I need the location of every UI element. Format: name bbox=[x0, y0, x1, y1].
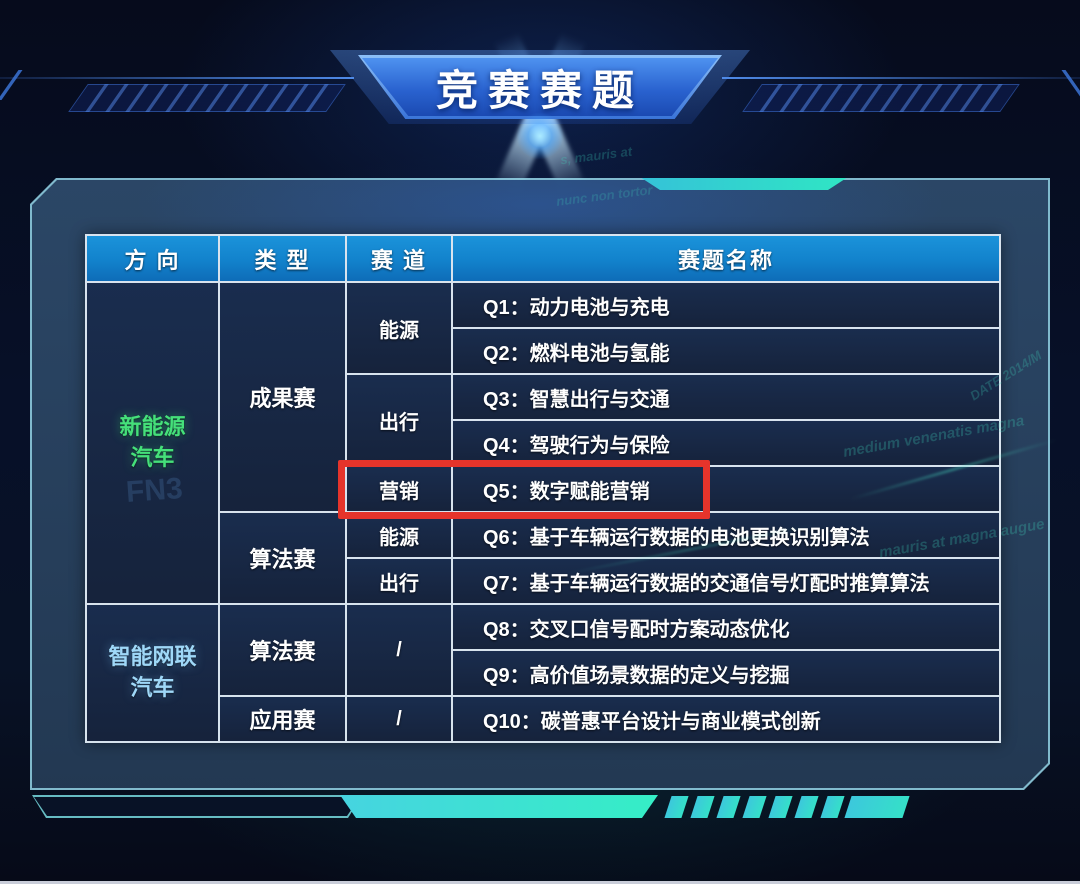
header-line-right bbox=[722, 77, 1080, 79]
topic-cell-q4: Q4：驾驶行为与保险 bbox=[453, 421, 999, 465]
bottom-bar-hash bbox=[716, 796, 741, 818]
bottom-bar-teal bbox=[340, 795, 658, 818]
track-cell-travel-2: 出行 bbox=[347, 559, 451, 603]
track-cell-travel-1: 出行 bbox=[347, 375, 451, 465]
bottom-bar-hash bbox=[794, 796, 819, 818]
topic-cell-q9: Q9：高价值场景数据的定义与挖掘 bbox=[453, 651, 999, 695]
track-cell-slash-1: / bbox=[347, 605, 451, 695]
header-hash-band-left bbox=[68, 84, 346, 112]
bottom-bar-hash bbox=[664, 796, 689, 818]
direction-cell-nev: 新能源 汽车 bbox=[87, 283, 218, 603]
topic-cell-q5: Q5：数字赋能营销 bbox=[453, 467, 999, 511]
type-cell-achievement: 成果赛 bbox=[220, 283, 345, 511]
track-cell-marketing: 营销 bbox=[347, 467, 451, 511]
bottom-edge-line bbox=[0, 881, 1080, 884]
track-cell-energy-1: 能源 bbox=[347, 283, 451, 373]
bottom-bar-end-piece bbox=[844, 796, 910, 818]
header-hash-band-right bbox=[742, 84, 1020, 112]
topic-cell-q10: Q10：碳普惠平台设计与商业模式创新 bbox=[453, 697, 999, 741]
bottom-bar-hash bbox=[690, 796, 715, 818]
page-title: 竞赛赛题 bbox=[435, 66, 644, 114]
type-cell-algorithm-2: 算法赛 bbox=[220, 605, 345, 695]
topic-cell-q7: Q7：基于车辆运行数据的交通信号灯配时推算算法 bbox=[453, 559, 999, 603]
column-header-type: 类 型 bbox=[220, 236, 345, 281]
column-header-direction: 方 向 bbox=[87, 236, 218, 281]
competition-topics-table: 方 向 类 型 赛 道 赛题名称 新能源 汽车 智能网联 汽车 成果赛 算法赛 … bbox=[85, 234, 1001, 743]
topic-cell-q6: Q6：基于车辆运行数据的电池更换识别算法 bbox=[453, 513, 999, 557]
bottom-bar-hash bbox=[742, 796, 767, 818]
bottom-bar-outline bbox=[32, 795, 362, 818]
panel-top-accent bbox=[640, 177, 848, 190]
topic-cell-q3: Q3：智慧出行与交通 bbox=[453, 375, 999, 419]
edge-chevron-left bbox=[0, 70, 57, 100]
title-banner bbox=[362, 58, 718, 116]
glow-star-core bbox=[516, 112, 564, 160]
type-cell-algorithm-1: 算法赛 bbox=[220, 513, 345, 603]
header-line-left bbox=[0, 77, 354, 79]
topic-cell-q2: Q2：燃料电池与氢能 bbox=[453, 329, 999, 373]
topic-cell-q8: Q8：交叉口信号配时方案动态优化 bbox=[453, 605, 999, 649]
track-cell-slash-2: / bbox=[347, 697, 451, 741]
direction-cell-icv: 智能网联 汽车 bbox=[87, 605, 218, 741]
bottom-bar-outline-fill bbox=[34, 797, 360, 816]
track-cell-energy-2: 能源 bbox=[347, 513, 451, 557]
type-cell-application: 应用赛 bbox=[220, 697, 345, 741]
bottom-bar-hash bbox=[820, 796, 845, 818]
column-header-topic: 赛题名称 bbox=[453, 236, 999, 281]
bottom-bar-hash bbox=[768, 796, 793, 818]
edge-chevron-right bbox=[1027, 70, 1080, 100]
topic-cell-q1: Q1：动力电池与充电 bbox=[453, 283, 999, 327]
column-header-track: 赛 道 bbox=[347, 236, 451, 281]
